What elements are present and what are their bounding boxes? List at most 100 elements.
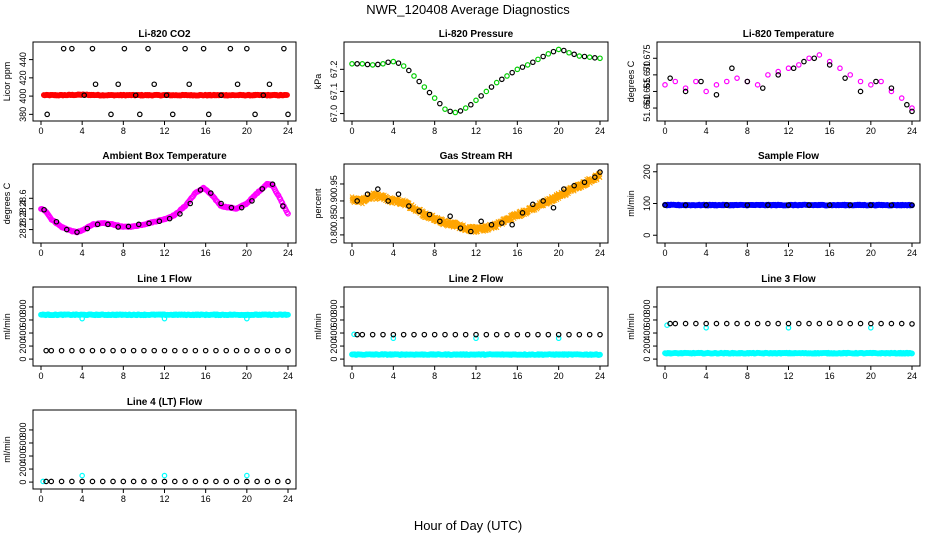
data-point (151, 478, 158, 485)
plot-area (40, 45, 291, 118)
y-axis-label: ml/min (313, 313, 323, 340)
data-point (473, 331, 479, 338)
data-point (878, 78, 884, 85)
data-point (898, 95, 905, 101)
data-point (89, 45, 96, 52)
data-point (110, 478, 116, 485)
y-tick-label: 67.0 (329, 105, 339, 123)
data-point (284, 92, 290, 98)
y-tick-label: 440 (18, 52, 28, 67)
y-tick-label: 400 (18, 326, 28, 341)
data-point (682, 320, 689, 327)
data-point (400, 331, 407, 338)
data-point (146, 220, 152, 227)
data-point (878, 320, 884, 327)
data-point (186, 81, 193, 88)
data-point (857, 320, 864, 327)
data-point (390, 58, 397, 65)
data-point (754, 82, 761, 88)
data-point (79, 315, 85, 322)
y-tick-label: 0.95 (329, 175, 339, 193)
x-tick-label: 4 (391, 371, 396, 381)
y-tick-label: 0.80 (329, 226, 339, 244)
x-tick-label: 16 (825, 126, 835, 136)
data-point (141, 347, 147, 354)
data-point (264, 347, 271, 354)
data-point (205, 111, 212, 118)
series-1 (79, 315, 250, 322)
data-point (233, 478, 240, 485)
plot-area (349, 331, 603, 358)
data-point (151, 81, 158, 88)
y-axis-label: ml/min (2, 436, 12, 463)
data-point (473, 97, 479, 104)
plot-area (349, 46, 603, 116)
y-tick-label: 51.660 (642, 94, 652, 122)
data-point (94, 221, 101, 228)
panel-title: Sample Flow (758, 151, 819, 162)
data-point (530, 201, 536, 208)
x-tick-label: 12 (159, 248, 169, 258)
y-tick-label: 200 (18, 339, 28, 354)
data-point (285, 311, 291, 318)
data-point (775, 320, 782, 327)
data-point (785, 320, 792, 327)
data-point (99, 347, 106, 354)
data-point (447, 108, 453, 115)
y-axis-label: degrees C (2, 182, 12, 224)
x-tick-label: 0 (38, 248, 43, 258)
series-0 (349, 46, 603, 116)
x-tick-label: 24 (283, 248, 293, 258)
series-1 (662, 202, 915, 208)
series-0 (662, 349, 915, 357)
y-axis-label: percent (313, 188, 323, 219)
data-point (60, 45, 67, 52)
data-point (44, 111, 50, 118)
y-tick-label: 200 (18, 462, 28, 477)
data-point (519, 64, 526, 70)
data-point (555, 331, 562, 338)
data-point (682, 202, 689, 208)
data-point (442, 331, 448, 338)
data-point (586, 331, 593, 338)
y-tick-label: 0.90 (329, 192, 339, 210)
data-point (395, 191, 402, 197)
data-point (269, 181, 276, 188)
x-tick-label: 20 (242, 371, 252, 381)
data-point (826, 320, 833, 327)
x-tick-label: 4 (704, 126, 709, 136)
data-point (483, 88, 490, 95)
data-point (703, 88, 709, 95)
x-tick-label: 12 (159, 371, 169, 381)
data-point (499, 220, 505, 226)
data-point (359, 331, 366, 338)
plot-frame (32, 41, 297, 122)
plot-area (662, 52, 915, 115)
data-point (571, 51, 577, 58)
y-tick-label: 800 (329, 299, 339, 314)
data-point (473, 335, 479, 342)
data-point (524, 331, 531, 338)
data-point (581, 53, 588, 60)
data-point (156, 218, 163, 225)
data-point (120, 478, 127, 485)
data-point (281, 45, 287, 52)
data-point (540, 53, 546, 60)
x-tick-label: 16 (201, 494, 211, 504)
data-point (213, 347, 219, 354)
x-tick-label: 24 (907, 126, 917, 136)
data-point (703, 320, 709, 327)
panel-title: Ambient Box Temperature (102, 151, 227, 162)
data-point (540, 198, 546, 204)
x-tick-label: 0 (349, 371, 354, 381)
data-point (667, 320, 673, 327)
y-axis-label: ml/min (2, 313, 12, 340)
x-tick-label: 20 (866, 371, 876, 381)
data-point (597, 55, 603, 62)
x-tick-label: 0 (349, 248, 354, 258)
data-point (806, 55, 812, 62)
plot-frame (32, 286, 297, 367)
x-tick-label: 8 (121, 371, 126, 381)
